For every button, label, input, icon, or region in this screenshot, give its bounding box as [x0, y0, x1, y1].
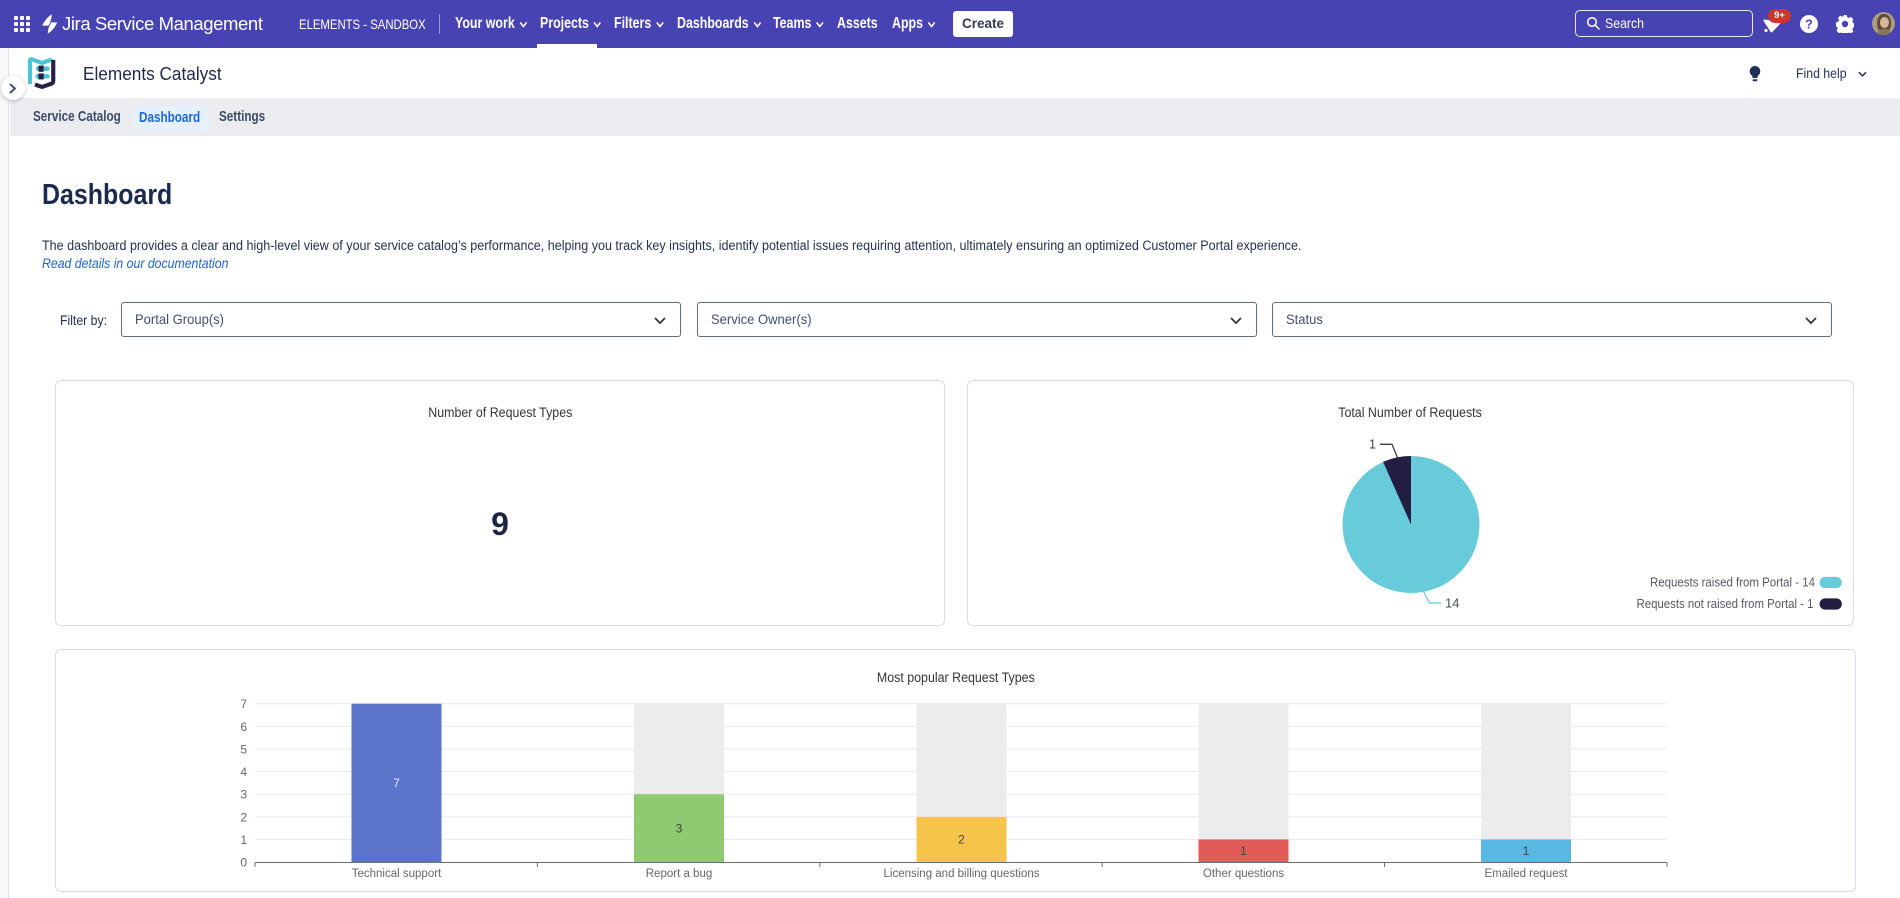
svg-text:7: 7: [393, 776, 400, 790]
svg-text:2: 2: [240, 810, 247, 824]
svg-text:2: 2: [958, 833, 965, 847]
svg-text:14: 14: [1445, 596, 1459, 611]
svg-text:5: 5: [240, 742, 247, 756]
svg-text:1: 1: [240, 833, 247, 847]
svg-text:?: ?: [1805, 17, 1813, 31]
svg-text:6: 6: [240, 720, 247, 734]
svg-text:Report a bug: Report a bug: [646, 868, 713, 880]
svg-text:1: 1: [1369, 438, 1376, 452]
svg-text:Requests raised from Portal -: Requests raised from Portal - 14: [1650, 576, 1815, 590]
svg-text:1: 1: [1523, 844, 1530, 858]
svg-text:Requests not raised from Porta: Requests not raised from Portal - 1: [1637, 597, 1814, 611]
svg-text:Technical support: Technical support: [352, 868, 442, 880]
svg-text:Other questions: Other questions: [1203, 868, 1284, 880]
svg-text:Licensing and billing question: Licensing and billing questions: [884, 868, 1040, 880]
svg-text:3: 3: [676, 822, 683, 836]
svg-text:4: 4: [240, 765, 247, 779]
svg-text:0: 0: [240, 856, 247, 870]
svg-text:7: 7: [240, 697, 247, 711]
svg-text:1: 1: [1240, 844, 1247, 858]
svg-text:3: 3: [240, 788, 247, 802]
svg-text:Emailed request: Emailed request: [1484, 868, 1568, 880]
